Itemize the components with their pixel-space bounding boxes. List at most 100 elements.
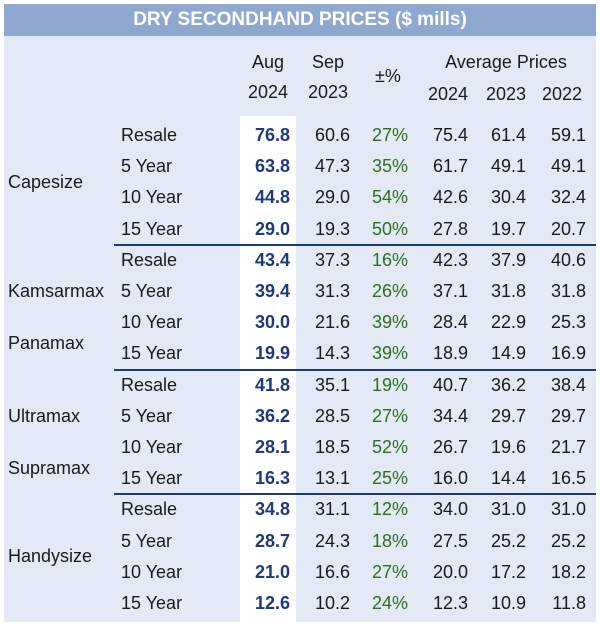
vessel-type-label: Ultramax bbox=[8, 405, 81, 426]
cell-change-pct: 35% bbox=[371, 156, 408, 177]
cell-avg-2023: 31.8 bbox=[490, 281, 526, 301]
cell-avg-2023: 22.9 bbox=[490, 312, 526, 333]
row-age-label: Resale bbox=[121, 499, 178, 520]
cell-avg-2022: 20.7 bbox=[550, 218, 586, 239]
cell-avg-2023: 10.9 bbox=[490, 593, 526, 613]
cell-avg-2023: 31.0 bbox=[490, 499, 526, 520]
table-title: DRY SECONDHAND PRICES ($ mills) bbox=[4, 4, 596, 36]
cell-change-pct: 25% bbox=[371, 468, 408, 489]
cell-avg-2023: 49.1 bbox=[490, 156, 526, 177]
cell-sep-2023: 18.5 bbox=[314, 437, 350, 457]
cell-avg-2022: 16.9 bbox=[550, 343, 586, 364]
cell-sep-2023: 28.5 bbox=[314, 405, 350, 426]
header-aug-month: Aug bbox=[251, 52, 285, 72]
cell-change-pct: 27% bbox=[371, 125, 408, 145]
cell-aug-2024: 63.8 bbox=[254, 156, 290, 177]
cell-change-pct: 12% bbox=[371, 499, 408, 520]
cell-aug-2024: 76.8 bbox=[254, 125, 290, 145]
cell-sep-2023: 37.3 bbox=[314, 249, 350, 270]
header-sep-year: 2023 bbox=[307, 82, 349, 102]
cell-sep-2023: 16.6 bbox=[314, 561, 350, 582]
cell-avg-2022: 29.7 bbox=[550, 405, 586, 426]
cell-avg-2022: 25.3 bbox=[550, 312, 586, 333]
cell-change-pct: 27% bbox=[371, 405, 408, 426]
cell-sep-2023: 19.3 bbox=[314, 218, 350, 239]
cell-sep-2023: 35.1 bbox=[314, 374, 350, 395]
cell-avg-2023: 30.4 bbox=[490, 187, 526, 208]
cell-avg-2024: 12.3 bbox=[432, 593, 468, 613]
cell-avg-2023: 14.9 bbox=[490, 343, 526, 364]
cell-sep-2023: 21.6 bbox=[314, 312, 350, 333]
row-age-label: 5 Year bbox=[121, 530, 173, 551]
cell-aug-2024: 29.0 bbox=[254, 218, 290, 239]
row-age-label: Resale bbox=[121, 249, 178, 270]
header-avg-2024: 2024 bbox=[427, 84, 469, 104]
cell-avg-2024: 27.8 bbox=[432, 218, 468, 239]
cell-aug-2024: 19.9 bbox=[254, 343, 290, 364]
header-sep-month: Sep bbox=[311, 52, 345, 72]
cell-aug-2024: 30.0 bbox=[254, 312, 290, 333]
cell-aug-2024: 28.1 bbox=[254, 437, 290, 457]
header-aug-year: 2024 bbox=[247, 82, 289, 102]
cell-avg-2024: 37.1 bbox=[432, 281, 468, 301]
cell-avg-2023: 14.4 bbox=[490, 468, 526, 489]
cell-aug-2024: 39.4 bbox=[254, 281, 290, 301]
cell-aug-2024: 28.7 bbox=[254, 530, 290, 551]
cell-change-pct: 54% bbox=[371, 187, 408, 208]
cell-change-pct: 16% bbox=[371, 249, 408, 270]
group-separator bbox=[114, 243, 596, 246]
cell-avg-2022: 31.8 bbox=[550, 281, 586, 301]
cell-aug-2024: 34.8 bbox=[254, 499, 290, 520]
cell-change-pct: 39% bbox=[371, 343, 408, 364]
cell-aug-2024: 36.2 bbox=[254, 405, 290, 426]
cell-avg-2024: 34.0 bbox=[432, 499, 468, 520]
cell-change-pct: 27% bbox=[371, 561, 408, 582]
cell-avg-2023: 36.2 bbox=[490, 374, 526, 395]
vessel-type-label: Kamsarmax bbox=[8, 281, 105, 301]
cell-avg-2023: 37.9 bbox=[490, 249, 526, 270]
row-age-label: 10 Year bbox=[121, 437, 183, 457]
row-age-label: 10 Year bbox=[121, 312, 183, 333]
cell-avg-2022: 40.6 bbox=[550, 249, 586, 270]
row-age-label: 15 Year bbox=[121, 468, 183, 489]
cell-avg-2024: 27.5 bbox=[432, 530, 468, 551]
cell-avg-2023: 29.7 bbox=[490, 405, 526, 426]
cell-change-pct: 39% bbox=[371, 312, 408, 333]
cell-sep-2023: 29.0 bbox=[314, 187, 350, 208]
cell-avg-2024: 61.7 bbox=[432, 156, 468, 177]
cell-avg-2024: 34.4 bbox=[432, 405, 468, 426]
cell-avg-2022: 31.0 bbox=[550, 499, 586, 520]
vessel-type-label: Handysize bbox=[8, 546, 93, 567]
row-age-label: 5 Year bbox=[121, 281, 173, 301]
vessel-type-label: Capesize bbox=[8, 171, 84, 192]
row-age-label: 15 Year bbox=[121, 593, 183, 613]
row-age-label: 10 Year bbox=[121, 561, 183, 582]
cell-avg-2024: 42.6 bbox=[432, 187, 468, 208]
cell-aug-2024: 41.8 bbox=[254, 374, 290, 395]
header-avg-2023: 2023 bbox=[485, 84, 527, 104]
group-separator bbox=[114, 368, 596, 371]
cell-avg-2024: 20.0 bbox=[432, 561, 468, 582]
cell-avg-2023: 61.4 bbox=[490, 125, 526, 145]
cell-avg-2022: 21.7 bbox=[550, 437, 586, 457]
row-age-label: 15 Year bbox=[121, 343, 183, 364]
row-age-label: 5 Year bbox=[121, 405, 173, 426]
cell-avg-2023: 25.2 bbox=[490, 530, 526, 551]
header-change: ±% bbox=[375, 66, 401, 86]
cell-aug-2024: 12.6 bbox=[254, 593, 290, 613]
cell-avg-2022: 25.2 bbox=[550, 530, 586, 551]
cell-avg-2024: 16.0 bbox=[432, 468, 468, 489]
cell-change-pct: 50% bbox=[371, 218, 408, 239]
cell-sep-2023: 24.3 bbox=[314, 530, 350, 551]
cell-avg-2024: 18.9 bbox=[432, 343, 468, 364]
cell-sep-2023: 60.6 bbox=[314, 125, 350, 145]
cell-avg-2022: 18.2 bbox=[550, 561, 586, 582]
cell-aug-2024: 44.8 bbox=[254, 187, 290, 208]
vessel-type-label: Supramax bbox=[8, 458, 91, 479]
cell-change-pct: 26% bbox=[371, 281, 408, 301]
cell-avg-2023: 19.6 bbox=[490, 437, 526, 457]
cell-avg-2022: 16.5 bbox=[550, 468, 586, 489]
cell-sep-2023: 31.1 bbox=[314, 499, 350, 520]
cell-avg-2022: 11.8 bbox=[552, 593, 586, 613]
